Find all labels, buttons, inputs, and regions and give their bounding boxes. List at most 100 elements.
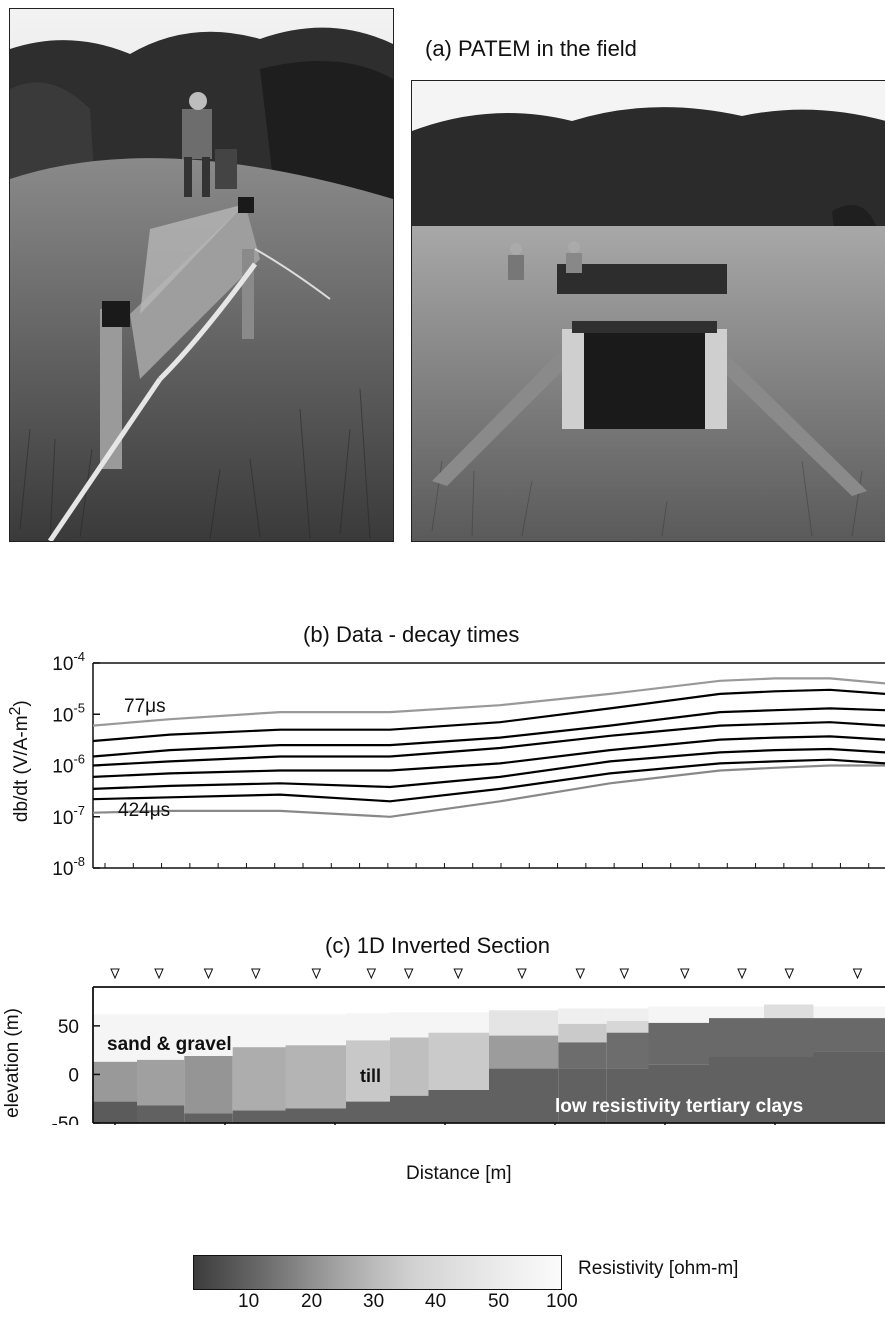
station-marker-10	[619, 968, 630, 980]
section-cell-1-2	[137, 1105, 185, 1123]
decay-series-2	[92, 707, 885, 758]
section-y-tick-label: 50	[58, 1017, 79, 1038]
section-cell-12-1	[709, 1018, 764, 1057]
decay-series-6	[92, 758, 885, 803]
section-axes: 500-501100120013001400150016001700	[52, 986, 885, 1125]
colorbar-tick-label: 30	[363, 1291, 385, 1312]
station-marker-6	[403, 968, 414, 980]
decay-y-tick-label: 10-6	[52, 752, 85, 778]
section-cell-2-0	[184, 1014, 233, 1056]
section-x-label: Distance [m]	[406, 1163, 512, 1184]
section-cell-9-1	[558, 1023, 607, 1043]
section-cells	[93, 1004, 885, 1123]
section-cell-4-0	[285, 1014, 346, 1046]
decay-y-tick-label: 10-5	[52, 700, 85, 726]
section-cell-4-1	[285, 1045, 346, 1109]
station-marker-14	[852, 968, 863, 980]
station-marker-5	[366, 968, 377, 980]
decay-series-3	[92, 721, 885, 767]
section-cell-8-1	[489, 1035, 559, 1069]
station-marker-8	[517, 968, 527, 980]
colorbar-tick-label: 40	[425, 1291, 447, 1312]
section-cell-9-2	[558, 1042, 607, 1069]
section-cell-13-2	[764, 1056, 814, 1123]
section-cell-5-2	[346, 1101, 390, 1123]
decay-y-tick-label: 10-4	[52, 650, 85, 675]
panel-b-title: (b) Data - decay times	[303, 622, 520, 647]
section-cell-12-0	[709, 1006, 764, 1019]
colorbar-tick-label: 100	[546, 1291, 578, 1312]
section-cell-2-1	[184, 1056, 233, 1114]
section-cell-2-2	[184, 1113, 233, 1123]
section-cell-5-1	[346, 1040, 390, 1102]
section-cell-3-1	[232, 1047, 286, 1111]
station-marker-13	[784, 968, 795, 980]
section-cell-14-0	[813, 1006, 869, 1019]
station-marker-3	[251, 968, 261, 980]
section-y-tick-label: -50	[52, 1114, 79, 1125]
colorbar-label: Resistivity [ohm-m]	[578, 1258, 739, 1279]
section-cell-0-0	[93, 1014, 137, 1062]
section-cell-15-0	[868, 1006, 885, 1019]
station-marker-12	[737, 968, 747, 980]
colorbar-tick-label: 10	[238, 1291, 260, 1312]
field-photo-towed-frame	[9, 8, 394, 542]
decay-series-1	[92, 688, 885, 743]
section-y-label: elevation (m)	[2, 1008, 23, 1118]
decay-series-7	[92, 764, 885, 818]
field-photo-sled-array	[411, 80, 885, 542]
resistivity-colorbar	[193, 1255, 562, 1290]
section-cell-6-0	[390, 1012, 429, 1038]
section-cell-0-1	[93, 1061, 137, 1102]
label-first-gate: 77μs	[124, 696, 166, 717]
station-marker-9	[575, 968, 586, 980]
colorbar-tick-label: 50	[488, 1291, 510, 1312]
section-chart: 500-501100120013001400150016001700 sand …	[52, 968, 885, 1125]
section-cell-10-0	[606, 1008, 649, 1021]
section-cell-10-3	[606, 1068, 649, 1123]
section-cell-11-0	[648, 1006, 709, 1023]
section-cell-7-2	[428, 1090, 489, 1123]
annotation-tertiary-clays: low resistivity tertiary clays	[555, 1096, 803, 1117]
annotation-till: till	[360, 1066, 381, 1086]
section-cell-1-1	[137, 1059, 185, 1106]
section-cell-11-1	[648, 1022, 709, 1065]
station-markers	[110, 968, 863, 980]
decay-series-0	[92, 677, 885, 727]
station-marker-1	[154, 968, 164, 980]
section-cell-14-2	[813, 1051, 869, 1123]
panel-a-title: (a) PATEM in the field	[425, 36, 637, 61]
section-cell-13-1	[764, 1018, 814, 1057]
section-cell-6-2	[390, 1095, 429, 1123]
station-marker-7	[453, 968, 463, 980]
section-cell-6-1	[390, 1037, 429, 1096]
section-cell-11-2	[648, 1064, 709, 1123]
decay-y-tick-label: 10-7	[52, 803, 85, 829]
panel-c-title: (c) 1D Inverted Section	[325, 933, 550, 958]
label-last-gate: 424μs	[118, 800, 170, 821]
annotation-sand-gravel: sand & gravel	[107, 1034, 232, 1055]
section-cell-4-2	[285, 1108, 346, 1123]
section-cell-13-0	[764, 1004, 814, 1019]
section-cell-9-0	[558, 1008, 607, 1024]
section-cell-7-1	[428, 1032, 489, 1090]
section-cell-1-0	[137, 1014, 185, 1060]
section-cell-9-3	[558, 1068, 607, 1123]
decay-series-5	[92, 747, 885, 790]
decay-y-tick-label: 10-8	[52, 854, 85, 880]
section-cell-0-2	[93, 1101, 137, 1123]
decay-chart: 10-4 10-5 10-6 10-7 10-8 77μs 424μs	[52, 650, 885, 880]
decay-y-label: db/dt (V/A-m2)	[6, 700, 33, 823]
section-cell-15-1	[868, 1018, 885, 1052]
section-cell-3-2	[232, 1110, 286, 1123]
station-marker-4	[311, 968, 322, 980]
decay-series-4	[92, 735, 885, 778]
decay-series-group	[92, 677, 885, 818]
section-cell-15-2	[868, 1051, 885, 1123]
section-cell-3-0	[232, 1014, 286, 1048]
station-marker-2	[203, 968, 214, 980]
section-cell-10-1	[606, 1021, 649, 1033]
section-cell-12-2	[709, 1056, 764, 1123]
section-cell-14-1	[813, 1018, 869, 1052]
station-marker-0	[110, 968, 120, 980]
